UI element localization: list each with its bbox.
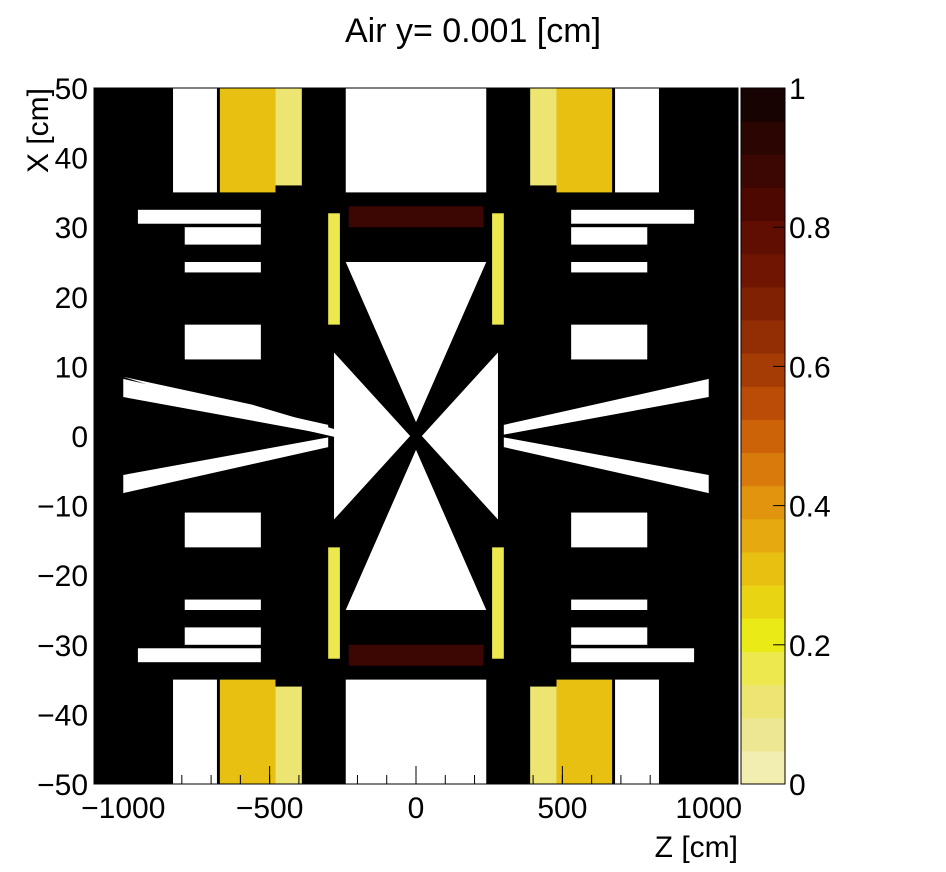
colorbar-bin — [741, 386, 785, 420]
air-gap-shape — [345, 449, 487, 610]
colorbar-bin — [741, 88, 785, 122]
material-region — [571, 648, 695, 663]
material-region — [173, 679, 217, 784]
material-region — [530, 686, 557, 784]
y-tick-label: −20 — [37, 560, 88, 593]
material-region — [184, 627, 261, 645]
material-region — [571, 227, 648, 245]
material-region — [615, 679, 659, 784]
y-tick-label: −50 — [37, 769, 88, 802]
colorbar-bin — [741, 651, 785, 686]
material-region — [571, 324, 648, 360]
material-region — [571, 627, 648, 645]
material-region — [328, 547, 340, 659]
air-gap-shape — [334, 352, 411, 520]
material-region — [556, 679, 613, 784]
y-tick-label: 40 — [55, 143, 88, 176]
heatmap-layer — [94, 88, 738, 784]
material-region — [348, 206, 484, 228]
material-region — [219, 679, 276, 784]
x-tick-label: 1000 — [675, 792, 742, 825]
x-axis-label: Z [cm] — [655, 831, 738, 864]
colorbar: 1 0.8 0.6 0.4 0.2 0 — [740, 73, 831, 802]
y-tick-label: 30 — [55, 212, 88, 245]
colorbar-bin — [741, 253, 785, 288]
colorbar-bin — [741, 419, 785, 454]
y-tick-label: 0 — [71, 421, 88, 454]
colorbar-bin — [741, 518, 785, 553]
colorbar-frame — [740, 87, 786, 785]
air-gap-shape — [503, 378, 709, 435]
colorbar-bin — [741, 452, 785, 487]
x-axis: −1000 −500 0 500 1000 — [81, 766, 742, 825]
air-gap-shape — [123, 437, 329, 494]
y-tick-label: −10 — [37, 491, 88, 524]
colorbar-bin — [741, 618, 785, 652]
chart-title: Air y= 0.001 [cm] — [345, 12, 601, 50]
colorbar-tick-label: 0.6 — [789, 351, 831, 384]
colorbar-bin — [741, 684, 785, 719]
colorbar-bin — [741, 717, 785, 752]
colorbar-tick-label: 0.2 — [789, 630, 831, 663]
y-axis-label: X [cm] — [22, 88, 55, 173]
material-region — [492, 547, 504, 659]
material-region — [275, 686, 302, 784]
colorbar-bin — [741, 286, 785, 321]
x-tick-label: −500 — [236, 792, 304, 825]
colorbar-bin — [741, 485, 785, 520]
x-tick-label: 500 — [537, 792, 587, 825]
y-tick-label: 10 — [55, 351, 88, 384]
material-region — [571, 262, 648, 273]
material-region — [184, 262, 261, 273]
colorbar-tick-label: 0.8 — [789, 212, 831, 245]
x-tick-label: 0 — [408, 792, 425, 825]
material-region — [275, 88, 302, 186]
air-gap-shape — [503, 437, 709, 494]
y-tick-label: 50 — [55, 73, 88, 106]
colorbar-bin — [741, 320, 785, 354]
air-gap-shape — [345, 262, 487, 423]
material-region — [184, 512, 261, 548]
colorbar-bin — [741, 552, 785, 586]
material-region — [184, 324, 261, 360]
material-region — [571, 512, 648, 548]
material-region — [348, 644, 484, 666]
material-region — [184, 599, 261, 610]
material-region — [94, 88, 738, 784]
material-region — [328, 213, 340, 325]
material-region — [173, 88, 217, 193]
material-region — [137, 648, 261, 663]
material-region — [571, 599, 648, 610]
material-region — [530, 88, 557, 186]
colorbar-bin — [741, 220, 785, 255]
colorbar-tick-label: 0 — [789, 769, 806, 802]
material-region — [492, 213, 504, 325]
colorbar-bin — [741, 750, 785, 785]
air-gap-shape — [421, 352, 498, 520]
x-tick-label: −1000 — [81, 792, 165, 825]
y-axis: 50 40 30 20 10 0 −10 −20 −30 −40 −50 — [37, 73, 114, 802]
y-tick-label: −30 — [37, 630, 88, 663]
colorbar-tick-label: 1 — [789, 73, 806, 106]
colorbar-bin — [741, 187, 785, 222]
material-region — [219, 88, 276, 193]
material-region — [556, 88, 613, 193]
material-region — [184, 227, 261, 245]
material-region — [615, 88, 659, 193]
y-tick-label: 20 — [55, 282, 88, 315]
material-region — [571, 209, 695, 224]
colorbar-tick-label: 0.4 — [789, 491, 831, 524]
colorbar-bin — [741, 353, 785, 387]
colorbar-bin — [741, 585, 785, 619]
material-region — [345, 88, 487, 193]
colorbar-bins — [741, 88, 785, 785]
y-tick-label: −40 — [37, 699, 88, 732]
air-gap-shape — [123, 378, 329, 435]
material-region — [137, 209, 261, 224]
colorbar-bin — [741, 121, 785, 155]
colorbar-bin — [741, 154, 785, 188]
plot-area — [93, 87, 739, 785]
colorbar-ticks: 1 0.8 0.6 0.4 0.2 0 — [773, 73, 831, 802]
